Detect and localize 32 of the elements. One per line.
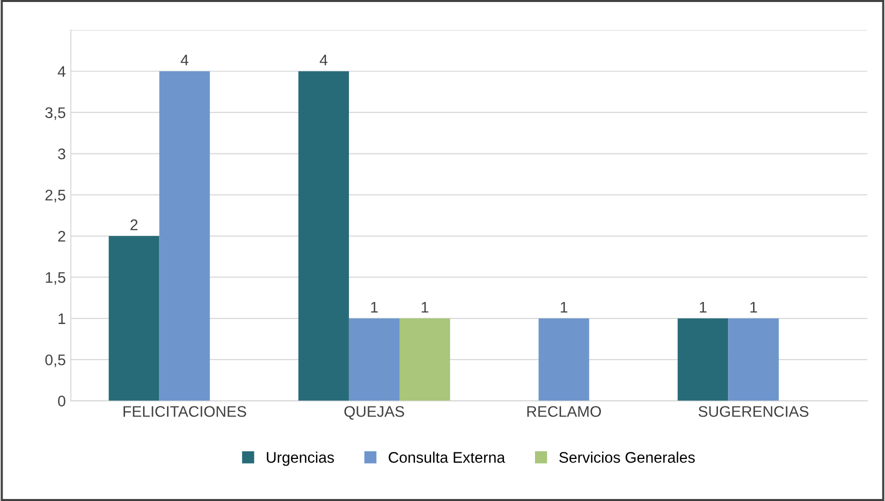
data-label: 1 — [750, 302, 758, 312]
y-tick-label: 3,5 — [45, 107, 66, 120]
data-label: 1 — [700, 302, 706, 312]
legend-label: Servicios Generales — [559, 452, 695, 463]
data-label: 4 — [180, 54, 188, 66]
bar — [159, 71, 210, 401]
data-label: 1 — [560, 302, 568, 312]
bar — [298, 71, 349, 401]
x-tick-label: FELICITACIONES — [124, 406, 246, 417]
bar — [108, 236, 160, 401]
bar — [728, 318, 779, 401]
data-label: 1 — [422, 302, 428, 312]
data-label: 4 — [320, 54, 328, 66]
y-tick-label: 2,5 — [45, 190, 66, 202]
y-tick-label: 3 — [58, 148, 66, 160]
data-label: 2 — [130, 219, 138, 230]
y-tick-label: 0,5 — [45, 354, 66, 368]
legend-label: Urgencias — [266, 452, 334, 466]
data-label: 1 — [371, 302, 378, 312]
x-tick-label: RECLAMO — [527, 406, 601, 417]
y-tick-label: 1,5 — [46, 272, 66, 285]
x-tick-label: SUGERENCIAS — [698, 406, 808, 417]
y-tick-label: 0 — [58, 396, 66, 406]
bar — [348, 318, 400, 401]
x-tick-label: QUEJAS — [344, 406, 404, 420]
bar — [678, 318, 728, 401]
bar — [538, 318, 590, 401]
y-tick-label: 4 — [58, 66, 66, 77]
y-tick-label: 1 — [58, 313, 66, 324]
bar — [400, 318, 450, 401]
legend-label: Consulta Externa — [388, 452, 506, 463]
y-tick-label: 2 — [58, 230, 66, 242]
